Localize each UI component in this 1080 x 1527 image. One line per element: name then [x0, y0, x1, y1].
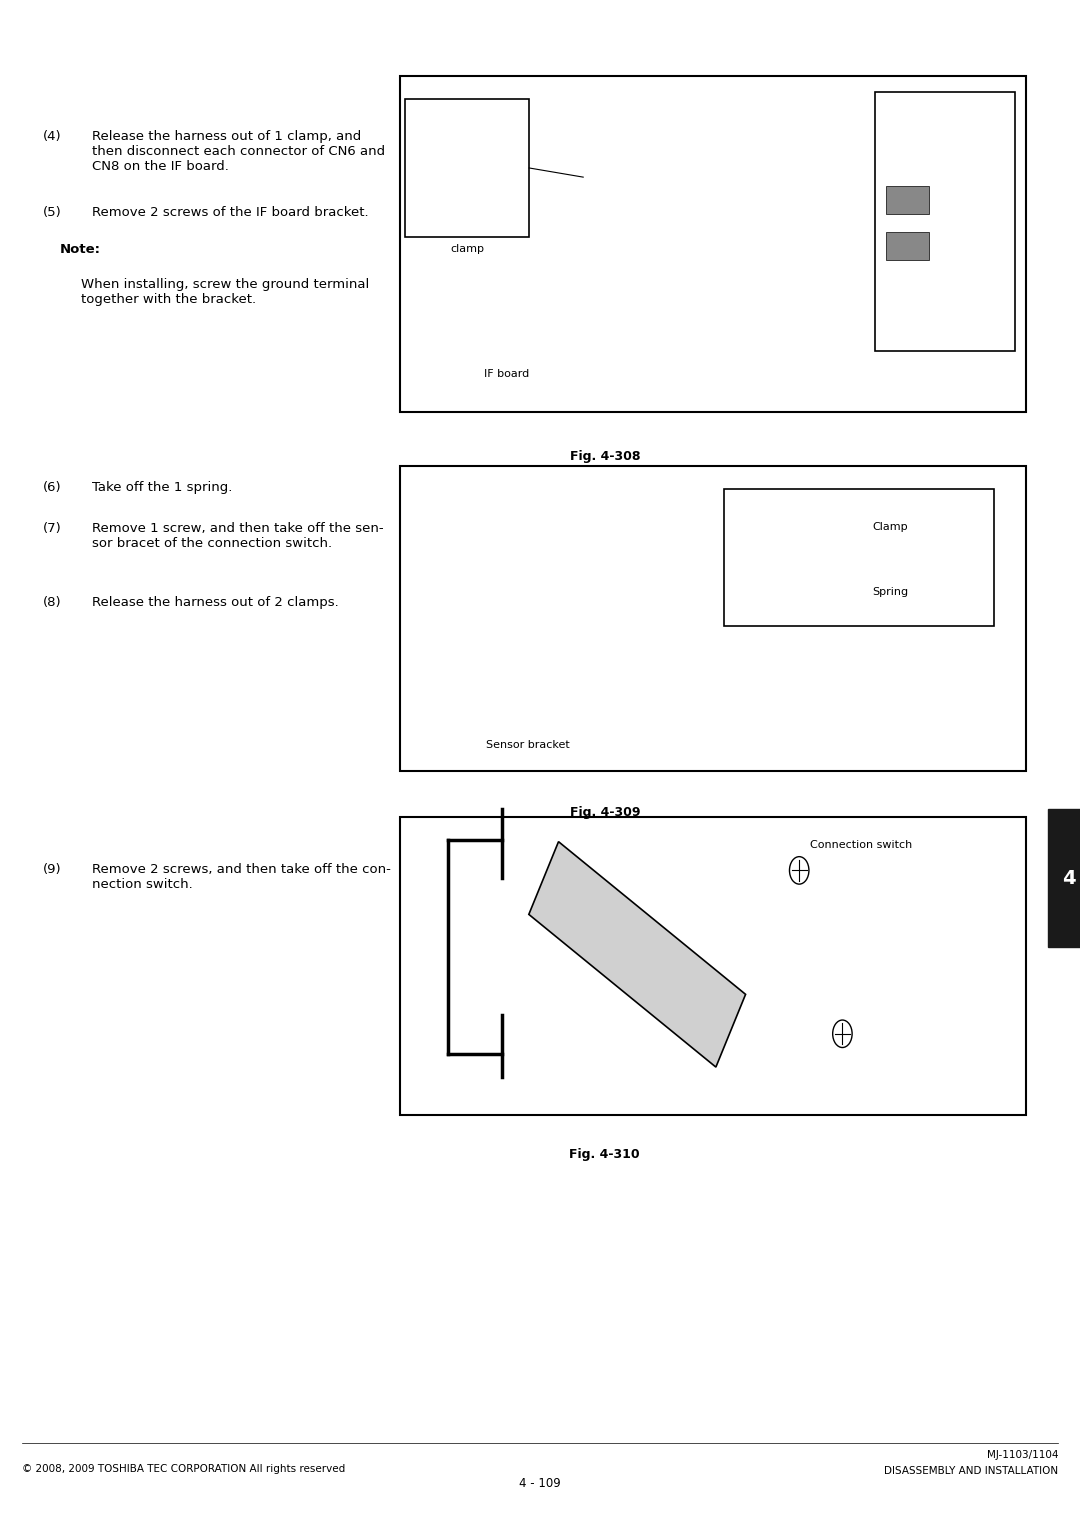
Polygon shape	[529, 841, 745, 1067]
Bar	[400, 466, 1026, 771]
Text: Take off the 1 spring.: Take off the 1 spring.	[92, 481, 232, 495]
Bar	[886, 232, 929, 260]
Text: Spring: Spring	[873, 586, 908, 597]
Text: 4 - 109: 4 - 109	[519, 1477, 561, 1490]
Bar	[400, 76, 1026, 412]
Text: Fig. 4-308: Fig. 4-308	[569, 450, 640, 464]
Text: Remove 2 screws, and then take off the con-
nection switch.: Remove 2 screws, and then take off the c…	[92, 863, 391, 890]
Bar	[400, 817, 1026, 1115]
Text: Note:: Note:	[59, 243, 100, 257]
Text: (5): (5)	[43, 206, 62, 220]
Text: DISASSEMBLY AND INSTALLATION: DISASSEMBLY AND INSTALLATION	[885, 1466, 1058, 1477]
Text: (6): (6)	[43, 481, 62, 495]
Text: clamp: clamp	[450, 244, 484, 255]
Text: © 2008, 2009 TOSHIBA TEC CORPORATION All rights reserved: © 2008, 2009 TOSHIBA TEC CORPORATION All…	[22, 1464, 345, 1474]
Bar	[875, 92, 1015, 351]
Bar	[405, 99, 529, 237]
Text: Fig. 4-309: Fig. 4-309	[569, 806, 640, 820]
Text: Fig. 4-310: Fig. 4-310	[569, 1148, 640, 1162]
Text: When installing, screw the ground terminal
together with the bracket.: When installing, screw the ground termin…	[81, 278, 369, 305]
Bar	[1048, 809, 1080, 947]
Text: Connection switch: Connection switch	[810, 840, 913, 851]
Text: Clamp: Clamp	[873, 522, 907, 531]
Text: Remove 1 screw, and then take off the sen-
sor bracet of the connection switch.: Remove 1 screw, and then take off the se…	[92, 522, 383, 550]
Text: MJ-1103/1104: MJ-1103/1104	[987, 1449, 1058, 1460]
Text: IF board: IF board	[484, 368, 529, 379]
Bar	[886, 186, 929, 214]
Text: (4): (4)	[43, 130, 62, 144]
Text: Release the harness out of 1 clamp, and
then disconnect each connector of CN6 an: Release the harness out of 1 clamp, and …	[92, 130, 384, 173]
Text: 4: 4	[1063, 869, 1076, 887]
Text: Remove 2 screws of the IF board bracket.: Remove 2 screws of the IF board bracket.	[92, 206, 368, 220]
Text: (7): (7)	[43, 522, 62, 536]
Text: (9): (9)	[43, 863, 62, 876]
Bar	[724, 489, 994, 626]
Text: Sensor bracket: Sensor bracket	[486, 739, 570, 750]
Text: (8): (8)	[43, 596, 62, 609]
Text: Release the harness out of 2 clamps.: Release the harness out of 2 clamps.	[92, 596, 338, 609]
